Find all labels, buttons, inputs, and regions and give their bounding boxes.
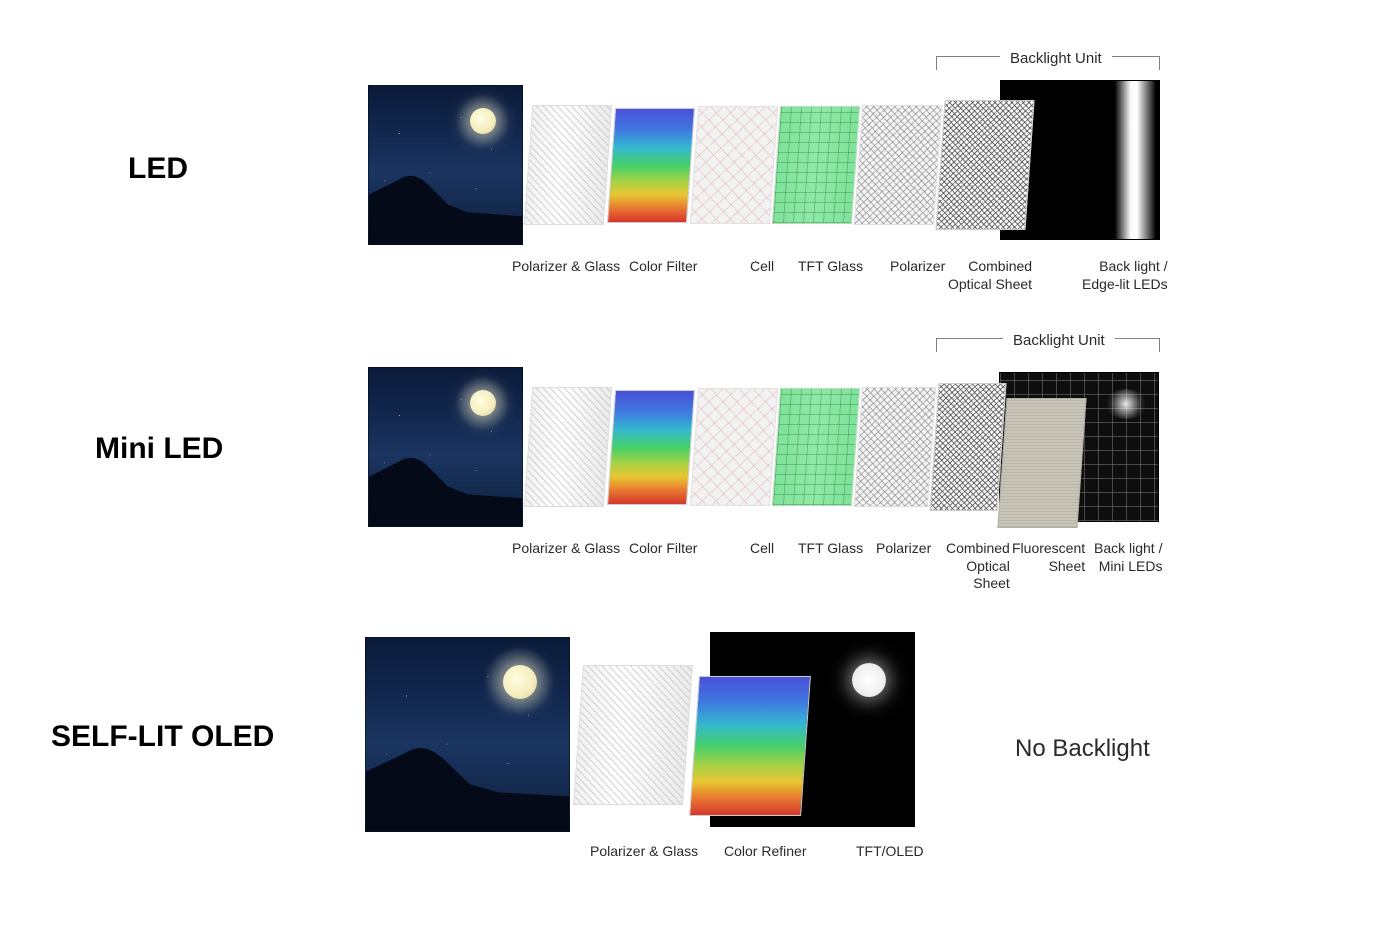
layer-cell-mini — [690, 388, 778, 506]
label-polarizer-glass-oled: Polarizer & Glass — [590, 843, 698, 861]
layer-color-filter-mini — [607, 390, 695, 505]
layer-fluorescent-mini — [997, 398, 1086, 528]
label-backlight-led: Back light / Edge-lit LEDs — [1082, 258, 1168, 293]
label-polarizer-led: Polarizer — [890, 258, 945, 276]
layer-polarizer-led — [854, 105, 942, 225]
label-color-filter-mini: Color Filter — [629, 540, 697, 558]
layer-polarizer-glass-oled — [573, 665, 693, 805]
row-title-led: LED — [128, 152, 188, 186]
layer-cell-led — [690, 106, 778, 224]
layer-tft-glass-mini — [772, 388, 860, 506]
row-title-oled: SELF-LIT OLED — [51, 720, 274, 754]
backlight-bracket-label-led: Backlight Unit — [1000, 50, 1112, 67]
label-cell-mini: Cell — [750, 540, 774, 558]
display-panel-mini — [368, 367, 523, 527]
label-polarizer-mini: Polarizer — [876, 540, 931, 558]
label-polarizer-glass-led: Polarizer & Glass — [512, 258, 620, 276]
backlight-bracket-label-mini: Backlight Unit — [1003, 332, 1115, 349]
row-title-mini-led: Mini LED — [95, 432, 223, 466]
mini-led-glow-icon — [1106, 389, 1146, 419]
layer-color-refiner-oled — [689, 676, 811, 816]
layer-polarizer-mini — [854, 387, 936, 507]
display-panel-led — [368, 85, 523, 245]
layer-color-filter-led — [607, 108, 695, 223]
label-cell-led: Cell — [750, 258, 774, 276]
label-tft-glass-led: TFT Glass — [798, 258, 863, 276]
label-optical-sheet-mini: Combined Optical Sheet — [946, 540, 1010, 593]
layer-polarizer-glass-led — [524, 105, 612, 225]
label-color-filter-led: Color Filter — [629, 258, 697, 276]
layer-optical-sheet-led — [935, 100, 1034, 230]
label-backlight-mini: Back light / Mini LEDs — [1094, 540, 1162, 575]
label-tft-glass-mini: TFT Glass — [798, 540, 863, 558]
layer-polarizer-glass-mini — [524, 387, 612, 507]
label-fluorescent-mini: Fluorescent Sheet — [1012, 540, 1085, 575]
no-backlight-label: No Backlight — [1015, 735, 1150, 763]
label-tft-oled: TFT/OLED — [856, 843, 924, 861]
display-panel-oled — [365, 637, 570, 832]
layer-tft-glass-led — [772, 106, 860, 224]
label-color-refiner-oled: Color Refiner — [724, 843, 806, 861]
oled-moon-icon — [852, 663, 886, 697]
label-optical-sheet-led: Combined Optical Sheet — [948, 258, 1032, 293]
label-polarizer-glass-mini: Polarizer & Glass — [512, 540, 620, 558]
layer-optical-sheet-mini — [930, 383, 1007, 511]
